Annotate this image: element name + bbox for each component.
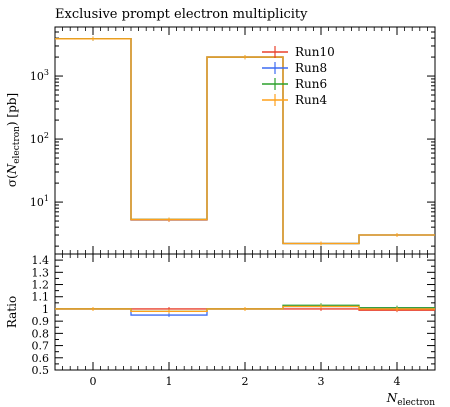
y-tick-label: 102	[30, 131, 49, 146]
series-line-run4	[55, 38, 435, 245]
main-y-ticks: 101 102 103	[30, 26, 435, 247]
x-axis-label: Nelectron	[386, 391, 435, 407]
ratio-tick-label: 0.6	[32, 352, 50, 365]
x-tick-label: 4	[394, 375, 401, 388]
series-line-run8	[55, 38, 435, 245]
ratio-tick-label: 1	[42, 303, 49, 316]
x-tick-label: 3	[318, 375, 325, 388]
ratio-tick-label: 1.2	[32, 279, 50, 292]
legend-label-run8: Run8	[295, 61, 327, 75]
ratio-tick-label: 0.7	[32, 340, 50, 353]
legend-label-run4: Run4	[295, 93, 327, 107]
ratio-tick-label: 0.8	[32, 327, 50, 340]
legend: Run10 Run8 Run6 Run4	[262, 45, 335, 107]
x-tick-label: 1	[166, 375, 173, 388]
ratio-tick-label: 0.5	[32, 364, 50, 377]
main-series-group	[55, 36, 435, 246]
x-tick-label: 2	[242, 375, 249, 388]
ratio-plot-frame	[54, 253, 436, 371]
legend-label-run6: Run6	[295, 77, 327, 91]
ratio-tick-label: 1.4	[32, 254, 50, 267]
main-plot-frame	[54, 26, 436, 255]
ratio-y-ticks: 0.50.60.70.80.911.11.21.31.4	[32, 254, 435, 377]
ratio-tick-label: 1.1	[32, 291, 50, 304]
ratio-tick-label: 1.3	[32, 266, 50, 279]
series-line-run10	[55, 38, 435, 245]
x-ticks: 0 1 2 3 4	[54, 27, 436, 388]
ratio-tick-label: 0.9	[32, 315, 50, 328]
y-tick-label: 101	[30, 194, 49, 209]
legend-label-run10: Run10	[295, 45, 335, 59]
main-panel: 101 102 103 Run10 Run8 Run6 Run4 σ(Nelectron)…	[5, 26, 436, 255]
chart-title: Exclusive prompt electron multiplicity	[55, 7, 308, 22]
series-line-run6	[55, 38, 435, 245]
y-tick-label: 103	[30, 68, 49, 83]
ratio-series-group	[55, 303, 435, 318]
main-y-axis-label: σ(Nelectron) [pb]	[5, 93, 22, 187]
ratio-y-axis-label: Ratio	[5, 296, 19, 328]
x-tick-label: 0	[90, 375, 97, 388]
